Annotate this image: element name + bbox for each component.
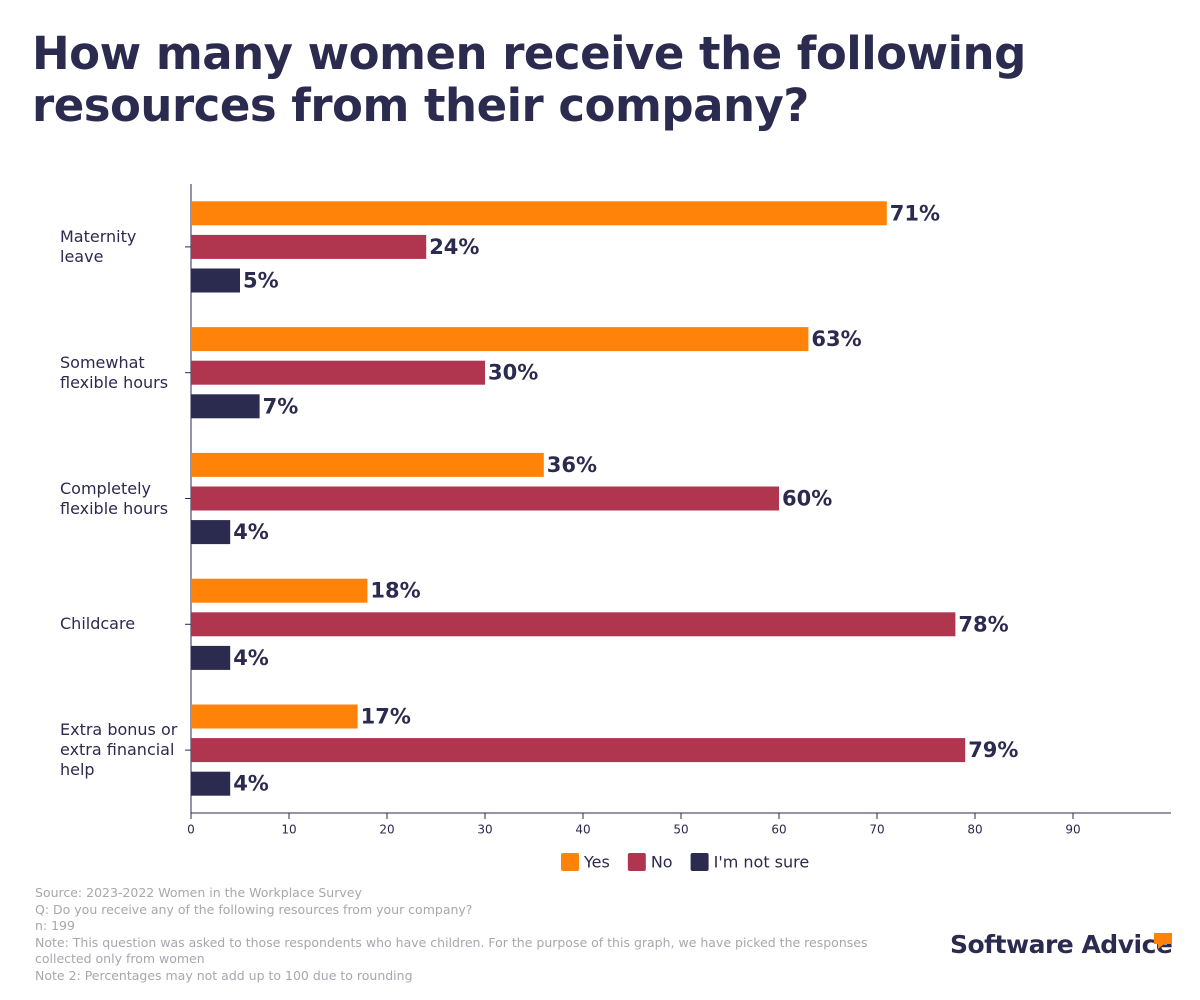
category-label: Completely flexible hours	[60, 478, 169, 518]
legend-label: Yes	[583, 853, 610, 872]
value-label: 30%	[488, 361, 538, 385]
bar	[191, 327, 809, 352]
x-tick-label: 40	[575, 823, 590, 837]
value-label: 4%	[233, 646, 269, 670]
bar	[191, 578, 368, 603]
category-label: Extra bonus or extra financial help	[60, 720, 178, 780]
category-label: Maternity leave	[60, 226, 137, 266]
bar	[191, 268, 240, 293]
legend-label: I'm not sure	[714, 853, 810, 872]
x-tick-label: 20	[379, 823, 394, 837]
bar	[191, 612, 956, 637]
value-label: 36%	[547, 453, 597, 477]
x-tick-label: 70	[869, 823, 884, 837]
footnote: Source: 2023-2022 Women in the Workplace…	[35, 885, 362, 900]
x-tick-label: 80	[967, 823, 982, 837]
bar	[191, 452, 544, 477]
x-tick-label: 30	[477, 823, 492, 837]
footnote: Note 2: Percentages may not add up to 10…	[35, 967, 413, 983]
bar	[191, 201, 887, 226]
legend-label: No	[651, 853, 673, 872]
legend-swatch	[561, 853, 579, 871]
value-label: 79%	[968, 738, 1018, 762]
bar	[191, 771, 231, 796]
value-label: 60%	[782, 487, 832, 511]
footnote: Note: This question was asked to those r…	[35, 934, 868, 967]
value-label: 18%	[370, 579, 420, 603]
bar	[191, 486, 779, 511]
bar	[191, 234, 427, 259]
legend-swatch	[627, 853, 646, 871]
bar	[191, 360, 485, 385]
bar	[191, 704, 358, 729]
value-label: 5%	[243, 269, 279, 293]
footnotes: Source: 2023-2022 Women in the Workplace…	[35, 885, 875, 984]
value-label: 63%	[811, 327, 861, 351]
x-tick-label: 50	[673, 823, 688, 837]
value-label: 17%	[361, 705, 411, 729]
footnote: n: 199	[35, 918, 75, 933]
category-label: Childcare	[60, 614, 136, 634]
category-label: Somewhat flexible hours	[60, 352, 169, 392]
x-tick-label: 0	[187, 823, 195, 837]
x-tick-label: 10	[281, 823, 296, 837]
bar	[191, 394, 260, 419]
chart-title: How many women receive the following res…	[32, 27, 1026, 132]
bar	[191, 520, 231, 545]
value-label: 4%	[233, 520, 269, 544]
bar	[191, 645, 231, 670]
legend-swatch	[690, 853, 709, 871]
value-label: 4%	[233, 772, 269, 796]
value-label: 71%	[890, 201, 940, 225]
footnote: Q: Do you receive any of the following r…	[35, 901, 473, 917]
bar	[191, 738, 966, 763]
value-label: 7%	[263, 394, 299, 418]
value-label: 78%	[958, 612, 1008, 636]
value-label: 24%	[429, 235, 479, 259]
x-tick-label: 60	[771, 823, 786, 837]
logo: Software Advice	[950, 930, 1173, 959]
x-tick-label: 90	[1065, 823, 1080, 837]
